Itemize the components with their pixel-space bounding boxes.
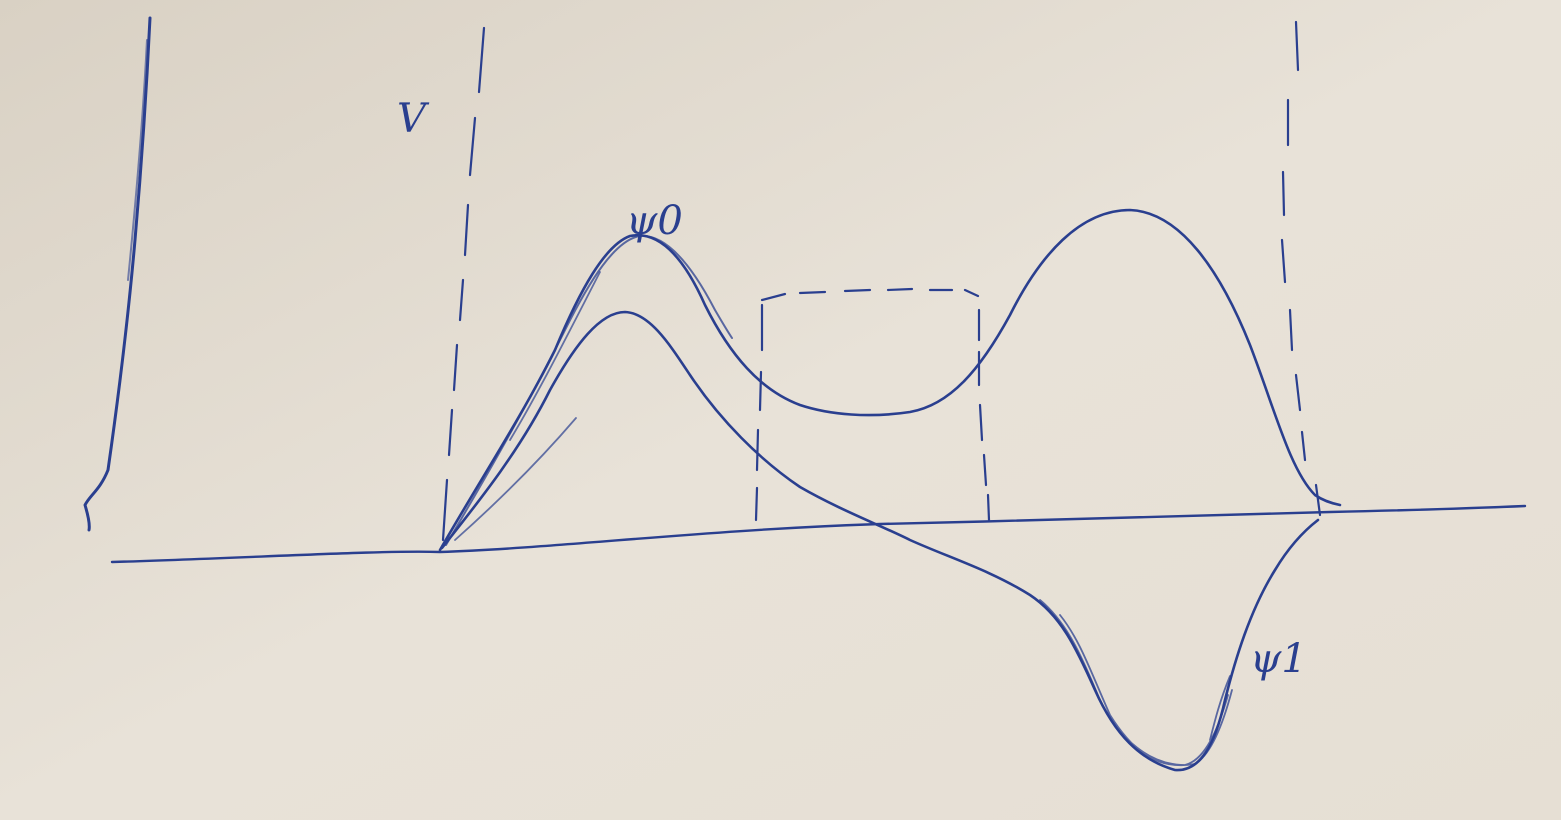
baseline-axis <box>110 504 1527 564</box>
central-barrier-dashed <box>754 287 991 522</box>
psi1-label: ψ1 <box>1250 636 1307 682</box>
psi0-retrace-inner <box>454 271 601 541</box>
right-boundary-dashed <box>1280 20 1322 517</box>
potential-wall-retrace <box>127 39 148 281</box>
psi1-retrace <box>1039 599 1233 767</box>
potential-wall <box>83 16 152 532</box>
psi0-curve <box>438 208 1342 552</box>
psi0-retrace <box>445 234 733 546</box>
psi1-curve <box>440 310 1320 772</box>
potential-label: V <box>397 96 430 142</box>
psi0-label: ψ0 <box>626 198 683 244</box>
left-boundary-dashed <box>441 26 486 542</box>
